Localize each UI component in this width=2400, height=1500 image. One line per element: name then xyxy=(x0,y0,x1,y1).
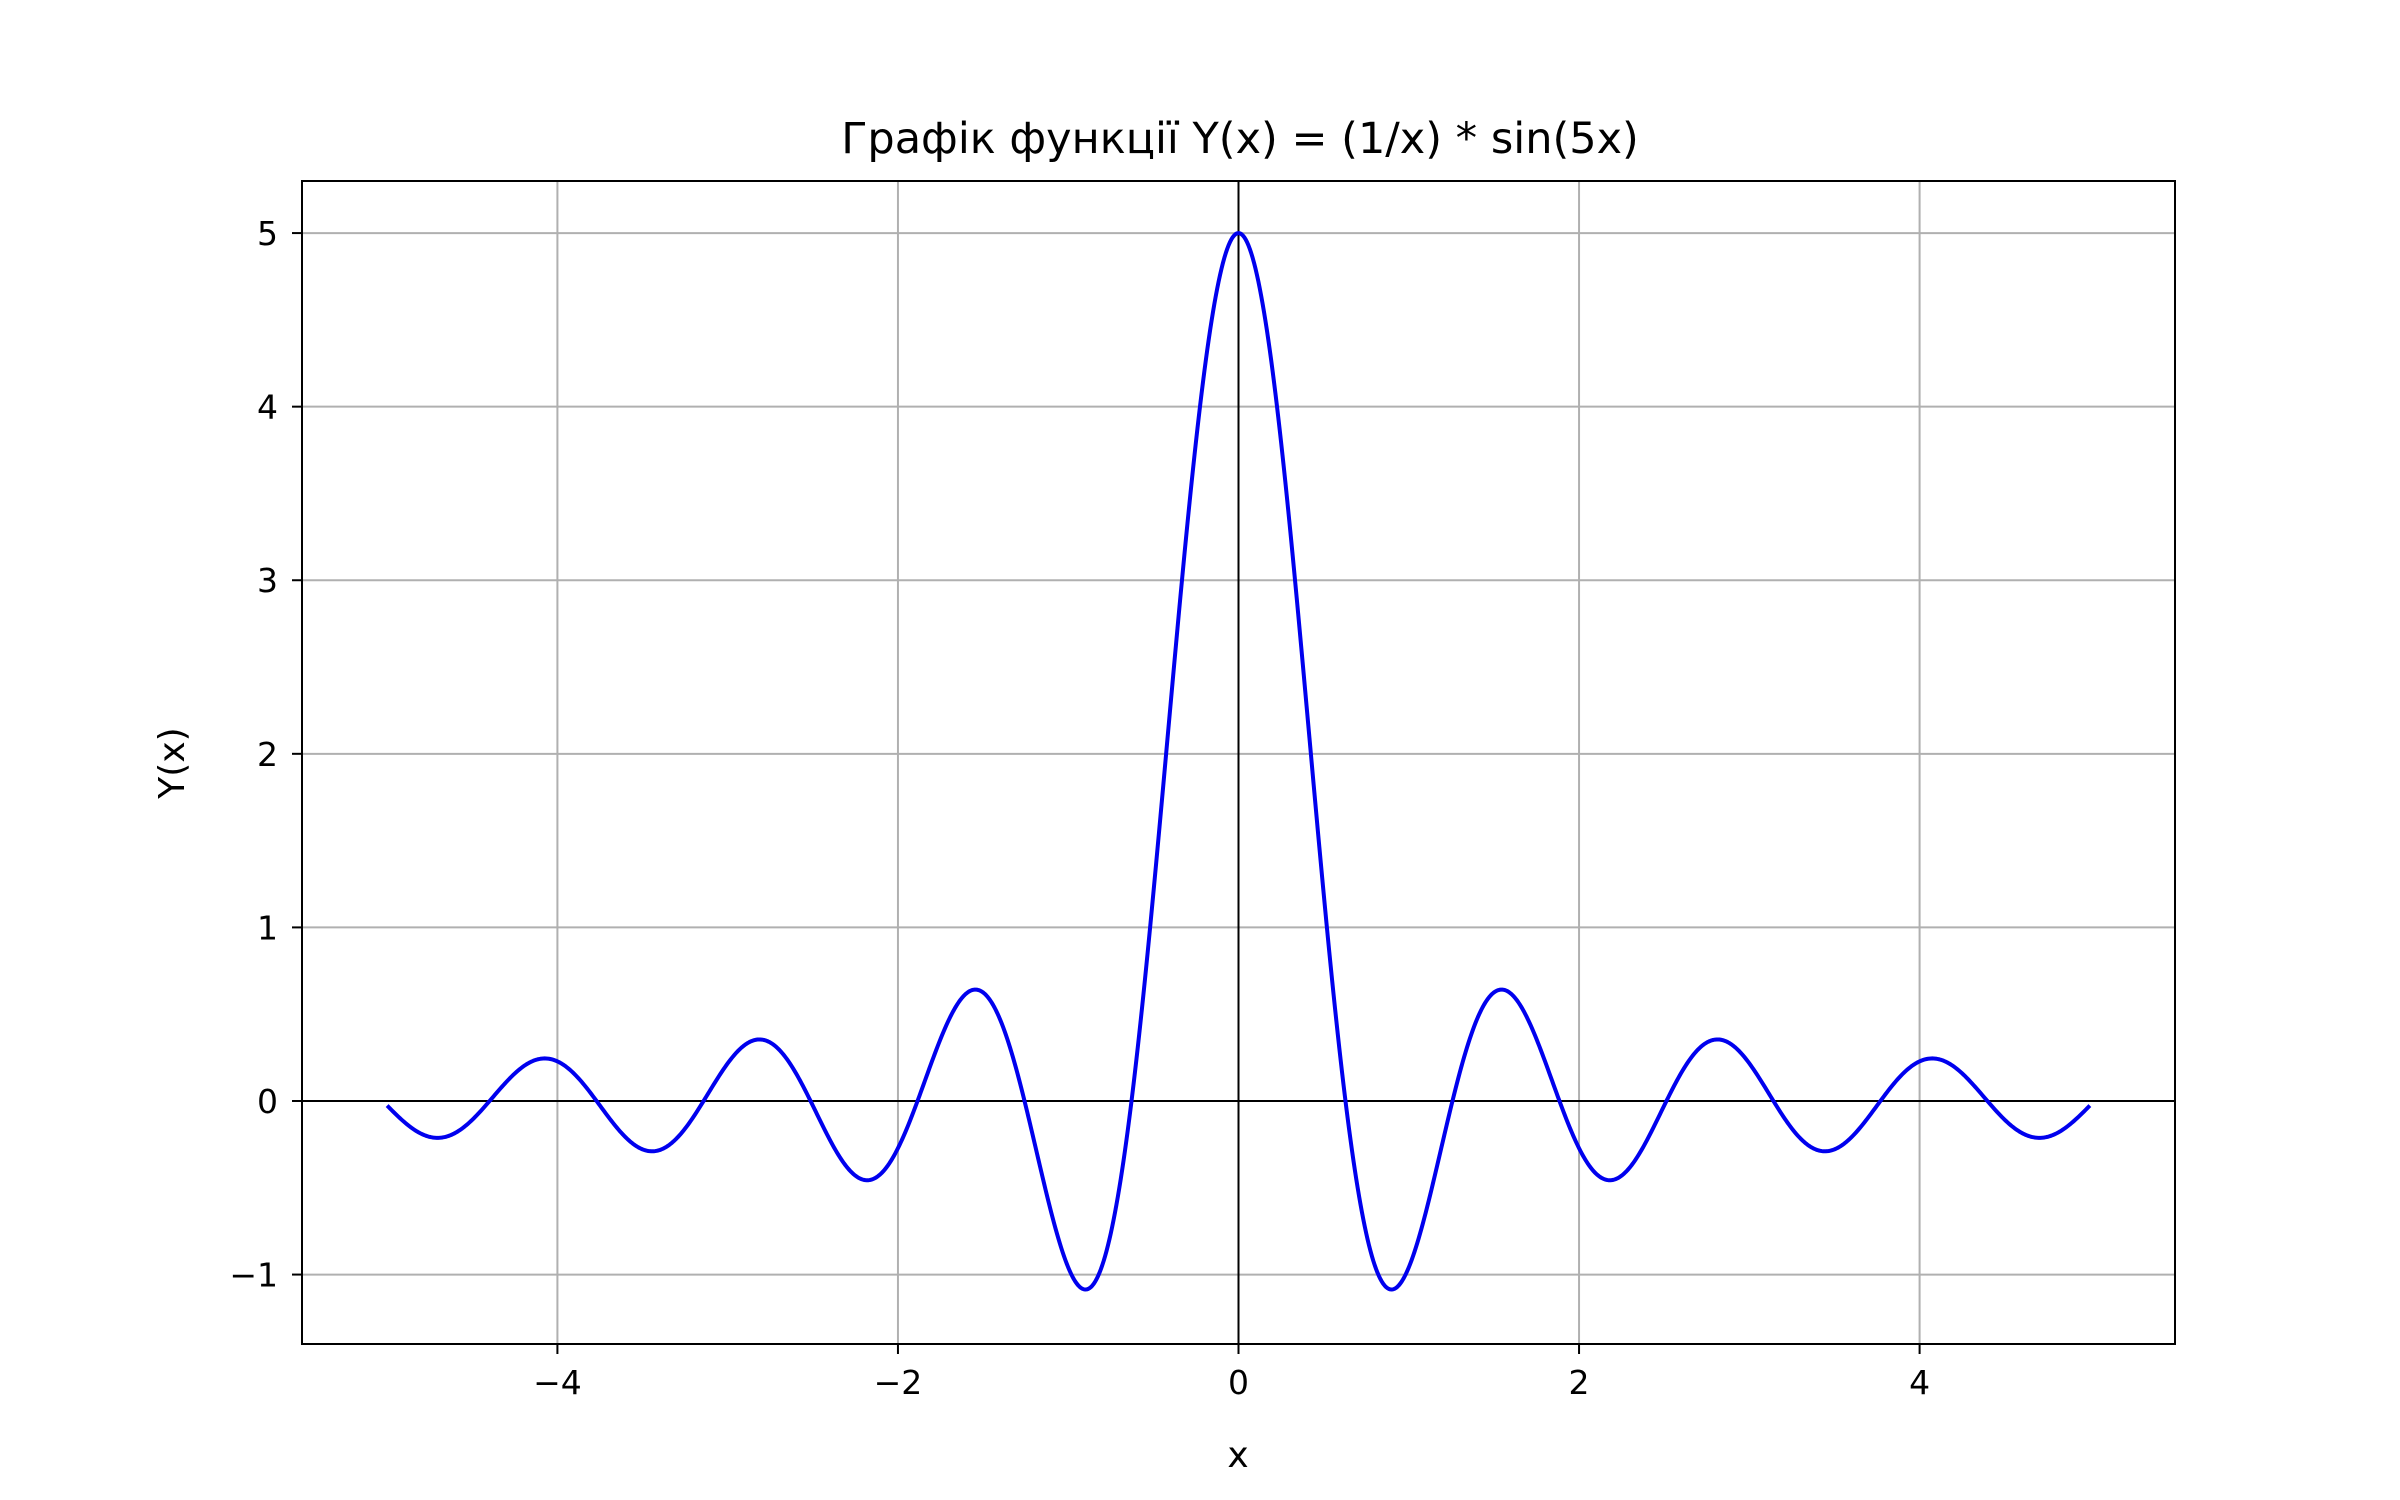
x-tick-label: 0 xyxy=(1228,1363,1249,1402)
x-ticks: −4 −2 0 2 4 xyxy=(533,1344,1930,1402)
x-axis-label: x xyxy=(1227,1435,1248,1476)
x-tick-label: 4 xyxy=(1909,1363,1930,1402)
series-line-0 xyxy=(385,231,2092,1292)
y-tick-label: 2 xyxy=(257,735,278,774)
y-ticks: −1 0 1 2 3 4 5 xyxy=(229,214,302,1295)
y-tick-label: −1 xyxy=(229,1256,278,1295)
x-tick-label: 2 xyxy=(1569,1363,1590,1402)
chart-title: Графік функції Y(x) = (1/x) * sin(5x) xyxy=(841,114,1639,164)
y-tick-label: 5 xyxy=(257,214,278,253)
x-tick-label: −2 xyxy=(874,1363,923,1402)
series-layer xyxy=(385,231,2092,1292)
y-tick-label: 4 xyxy=(257,388,278,427)
y-axis-label: Y(x) xyxy=(152,727,193,799)
zero-lines xyxy=(302,181,2175,1344)
x-tick-label: −4 xyxy=(533,1363,582,1402)
y-tick-label: 0 xyxy=(257,1082,278,1121)
y-tick-label: 3 xyxy=(257,561,278,600)
y-tick-label: 1 xyxy=(257,908,278,947)
